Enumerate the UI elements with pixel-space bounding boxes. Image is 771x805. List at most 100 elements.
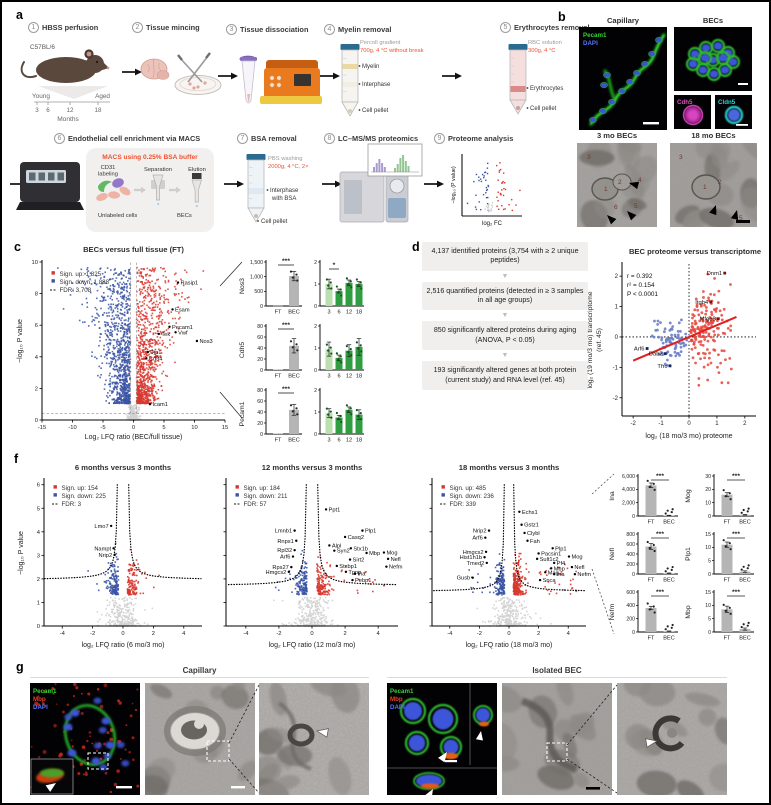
y-tick-label: 4 [37, 530, 41, 536]
bar [721, 609, 733, 632]
gene-label: Nampt [94, 546, 111, 552]
category-label: FT [648, 578, 655, 584]
strain-label: C57BL/6 [30, 44, 55, 51]
y-tick-label: 500 [254, 289, 263, 295]
x-tick-label: 0 [310, 631, 313, 637]
y-axis-label: log₂ (19 mo/3 mo) transcriptome [587, 291, 594, 388]
x-axis-label: log₂ LFQ ratio (12 mo/3 mo) [269, 642, 356, 649]
step-6-title: Endothelial cell enrichment via MACS [68, 134, 201, 143]
y-tick-label: 30 [705, 474, 711, 480]
timeline-tick: 18 [95, 107, 102, 114]
bar [335, 417, 343, 434]
y-tick-label: 2 [314, 260, 317, 266]
note-accent: 700g, 4 °C without break [360, 48, 424, 54]
y-axis-label: −log₁₀ P value [17, 319, 24, 363]
bar [355, 414, 363, 434]
x-tick-label: 0 [121, 631, 124, 637]
fdr-threshold-curve [128, 484, 202, 580]
em-structure-number: 5 [739, 215, 743, 222]
gene-label: Nrip2 [473, 529, 487, 535]
y-tick-label: 0 [632, 630, 635, 636]
gene-label: Lmnb1 [275, 529, 292, 535]
gene-label: Nefm [577, 572, 591, 578]
legend-item: Sign. down: 236 [450, 493, 495, 500]
panel-g-capillary-em-image [145, 683, 255, 795]
petri-dish-icon [174, 75, 222, 95]
scale-bar [736, 124, 748, 126]
y-tick-label: 1,500 [250, 260, 263, 266]
gene-label: Dnm1 [707, 271, 722, 277]
panel-f-bar-charts: Ina 0 2,000 4,000 6,000 FT BEC *** Mog 0 10 20 30 FT B… [609, 473, 754, 642]
x-tick-label: 5 [162, 425, 165, 431]
panel-f-volcano-6mo: -4 -2 0 2 4 0 1 2 3 4 5 6 6 months versus 3 months lo… [18, 463, 202, 649]
stain-label-pecam1: Pecam1 [390, 688, 414, 695]
panel-g-header-capillary: Capillary [30, 666, 369, 678]
step-8-title: LC–MS/MS proteomics [338, 134, 419, 143]
arrowhead-icon [438, 752, 447, 763]
y-tick-label: 2 [314, 388, 317, 394]
bar [345, 282, 353, 306]
y-tick-label: 5 [708, 558, 711, 564]
x-tick-label: 15 [222, 425, 228, 431]
gene-label: Dab2 [649, 352, 663, 358]
y-tick-label: 1 [314, 346, 317, 352]
gene-label: Tek [161, 332, 170, 338]
bar [335, 291, 343, 306]
chart-title: BECs versus full tissue (FT) [83, 245, 184, 254]
stain-label-dapi: DAPI [390, 704, 405, 711]
note-gray: Percoll gradient [360, 40, 401, 46]
step-2-number-icon: 2 [132, 22, 143, 33]
significance-stars: *** [656, 589, 664, 596]
panel-f-label: f [14, 452, 19, 466]
y-tick-label: 3 [37, 553, 40, 559]
bar [273, 433, 283, 434]
em-structure-number: 1 [703, 184, 707, 191]
gene-label: Ina [557, 572, 566, 578]
panel-a-label: a [16, 8, 23, 22]
macs-sublabel: CD31 [101, 165, 116, 171]
em-structure-number: 1 [604, 186, 608, 193]
panel-f-connector-lines [591, 473, 615, 635]
gene-label: Plp1 [365, 529, 376, 535]
fdr-threshold-curve [44, 484, 118, 580]
y-axis-label: −log₁₀ P value [18, 531, 25, 575]
step-6-header: 6 Endothelial cell enrichment via MACS [54, 133, 200, 144]
y-tick-label: -2 [613, 396, 619, 402]
category-label: BEC [739, 520, 751, 526]
gene-label: Mag [548, 570, 559, 576]
legend-item: Sign. up: 154 [62, 485, 99, 492]
y-tick-label: 0 [260, 304, 263, 310]
y-tick-label: 2 [615, 274, 619, 280]
flow-arrow-icon [455, 72, 462, 80]
x-tick-label: -2 [276, 631, 281, 637]
x-tick-label: 2 [152, 631, 155, 637]
flow-box-1: 4,137 identified proteins (3,754 with ≥ … [422, 242, 588, 271]
y-tick-label: 0 [708, 572, 711, 578]
x-axis-label: log₂ LFQ ratio (18 mo/3 mo) [466, 642, 553, 649]
gene-label: Fah [530, 539, 540, 545]
bar [289, 345, 299, 370]
significance-stars: *** [732, 589, 740, 596]
category-label: 6 [337, 310, 340, 316]
flow-arrow-icon [135, 68, 142, 76]
significance-stars: *** [656, 531, 664, 538]
stain-label-pecam1: Pecam1 [33, 688, 57, 695]
panel-b-title-capillary: Capillary [606, 16, 640, 25]
timeline-aged-label: Aged [95, 93, 110, 100]
y-tick-label: 0 [314, 432, 317, 438]
step-8-number-icon: 8 [324, 133, 335, 144]
y-tick-label: 2,000 [622, 500, 635, 506]
note-accent: 2000g, 4 °C, 2× [268, 164, 309, 170]
inset-box [87, 752, 109, 770]
gene-axis-label: Nefm [609, 604, 616, 621]
mini-volcano-ylabel: −log₁₀ (P value) [451, 166, 457, 204]
step-9-header: 9 Proteome analysis [434, 133, 513, 144]
category-label: 18 [356, 438, 362, 444]
y-tick-label: 1 [314, 410, 317, 416]
gene-label: Hmgcs2 [463, 550, 484, 556]
x-tick-label: 4 [182, 631, 186, 637]
arrowhead-icon [607, 215, 617, 225]
gene-label: Snca [543, 578, 557, 584]
y-tick-label: 400 [626, 552, 635, 558]
category-label: FT [275, 438, 282, 444]
